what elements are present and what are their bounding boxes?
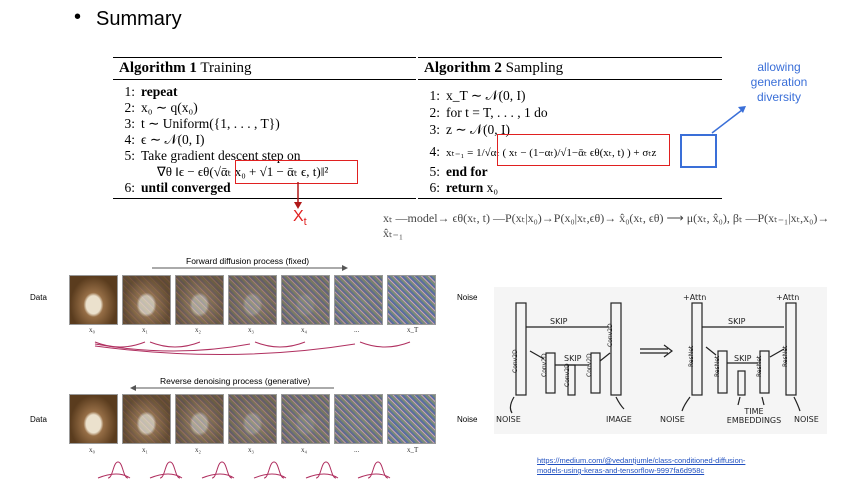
diffusion-step-image bbox=[122, 275, 171, 325]
diffusion-step-image bbox=[334, 275, 383, 325]
diffusion-step-image bbox=[175, 275, 224, 325]
reverse-caption: Reverse denoising process (generative) bbox=[160, 376, 311, 386]
forward-data-label: Data bbox=[30, 293, 47, 302]
alg1-line-2: 2: x₀ ∼ q(x₀) bbox=[124, 100, 198, 115]
mean-highlight-box bbox=[497, 134, 670, 166]
reverse-image-strip bbox=[69, 394, 439, 444]
timestep-label: ... bbox=[354, 326, 360, 334]
slide-title: Summary bbox=[96, 8, 182, 30]
unet-sketch-drawing bbox=[509, 302, 801, 414]
unet-block-label: Conv2D bbox=[541, 353, 548, 377]
alg2-line-4: 4: xₜ₋₁ = 1/√αₜ ( xₜ − (1−αₜ)/√1−ᾱₜ ϵθ(xₜ… bbox=[429, 144, 657, 159]
alg2-line-2: 2: for t = T, . . . , 1 do bbox=[429, 105, 548, 120]
alg2-line-6: 6: return x₀ bbox=[429, 180, 499, 195]
alg1-line-1: 1: repeat bbox=[124, 84, 178, 99]
algorithm-training-box: Algorithm 1 Training 1: repeat 2: x₀ ∼ q(x… bbox=[113, 57, 416, 199]
unet-block-label: Conv2D bbox=[586, 353, 593, 377]
alg2-line-1: 1: x_T ∼ 𝒩(0, I) bbox=[429, 88, 526, 103]
diffusion-step-image bbox=[281, 394, 330, 444]
forward-caption: Forward diffusion process (fixed) bbox=[186, 256, 310, 266]
timestep-label: x_T bbox=[407, 326, 419, 334]
reverse-data-label: Data bbox=[30, 415, 47, 424]
diffusion-step-image bbox=[387, 394, 436, 444]
timestep-label: x₃ bbox=[248, 446, 254, 454]
timestep-label: x₀ bbox=[89, 326, 95, 334]
timestep-label: x₁ bbox=[142, 446, 148, 454]
sampling-chain-formula: xₜ —model→ ϵθ(xₜ, t) —P(xₜ|x₀)→P(x₀|xₜ,ϵ… bbox=[383, 211, 830, 240]
unet-block-label: ResNet bbox=[714, 355, 721, 377]
diffusion-step-image bbox=[228, 275, 277, 325]
diffusion-step-image bbox=[175, 394, 224, 444]
diffusion-step-image bbox=[387, 275, 436, 325]
timestep-label: x₁ bbox=[142, 326, 148, 334]
timestep-label: x₄ bbox=[301, 326, 307, 334]
diffusion-step-image bbox=[228, 394, 277, 444]
alg1-line-5: 5: Take gradient descent step on bbox=[124, 148, 301, 163]
alg2-line-3: 3: z ∼ 𝒩(0, I) bbox=[429, 122, 510, 137]
algorithm-sampling-box: Algorithm 2 Sampling 1: x_T ∼ 𝒩(0, I) 2: f… bbox=[418, 57, 722, 199]
xt-highlight-box bbox=[235, 160, 358, 184]
unet-sketch-panel: SKIP SKIP NOISE IMAGE +Attn +Attn SKIP S… bbox=[494, 287, 827, 434]
forward-x-labels: x₀ x₁ x₂ x₃ x₄... x_T bbox=[69, 326, 439, 336]
reverse-distribution-glyphs bbox=[97, 461, 391, 479]
forward-noise-label: Noise bbox=[457, 293, 478, 302]
alg1-line-3: 3: t ∼ Uniform({1, . . . , T}) bbox=[124, 116, 280, 131]
unet-block-label: ResNet bbox=[756, 355, 763, 377]
forward-image-strip bbox=[69, 275, 439, 325]
diffusion-step-image bbox=[281, 275, 330, 325]
unet-block-label: Conv2D bbox=[564, 363, 571, 387]
alg1-line-6: 6: until converged bbox=[124, 180, 231, 195]
timestep-label: x₀ bbox=[89, 446, 95, 454]
unet-block-label: Conv2D bbox=[607, 323, 614, 347]
algorithm2-heading: Algorithm 2 Sampling bbox=[424, 60, 564, 76]
diffusion-step-image bbox=[122, 394, 171, 444]
alg1-loss-formula: ∇θ ‖ϵ − ϵθ(√ᾱₜ x₀ + √1 − ᾱₜ ϵ, t)‖² bbox=[157, 164, 329, 179]
forward-arcs bbox=[94, 341, 411, 356]
unet-block-label: ResNet bbox=[782, 345, 789, 367]
algorithm1-heading: Algorithm 1 Training bbox=[119, 60, 252, 76]
reverse-noise-label: Noise bbox=[457, 415, 478, 424]
timestep-label: x₂ bbox=[195, 446, 201, 454]
alg1-line-4: 4: ϵ ∼ 𝒩(0, I) bbox=[124, 132, 205, 147]
forward-arrow bbox=[152, 265, 348, 271]
bullet-point: • bbox=[74, 6, 82, 28]
diversity-annotation: allowing generation diversity bbox=[750, 60, 808, 104]
timestep-label: x₃ bbox=[248, 326, 254, 334]
source-link[interactable]: https://medium.com/@vedantjumle/class-co… bbox=[537, 456, 746, 475]
xt-annotation: Xt bbox=[293, 208, 307, 229]
reverse-arrow bbox=[130, 385, 334, 391]
timestep-label: ... bbox=[354, 446, 360, 454]
diffusion-step-image bbox=[334, 394, 383, 444]
timestep-label: x₂ bbox=[195, 326, 201, 334]
unet-block-label: Conv2D bbox=[512, 349, 519, 373]
diffusion-step-image bbox=[69, 275, 118, 325]
noise-term-highlight-box bbox=[680, 134, 717, 168]
timestep-label: x_T bbox=[407, 446, 419, 454]
diffusion-step-image bbox=[69, 394, 118, 444]
alg2-line-5: 5: end for bbox=[429, 164, 488, 179]
timestep-label: x₄ bbox=[301, 446, 307, 454]
reverse-x-labels: x₀ x₁ x₂ x₃ x₄... x_T bbox=[69, 446, 439, 456]
unet-block-label: ResNet bbox=[688, 345, 695, 367]
